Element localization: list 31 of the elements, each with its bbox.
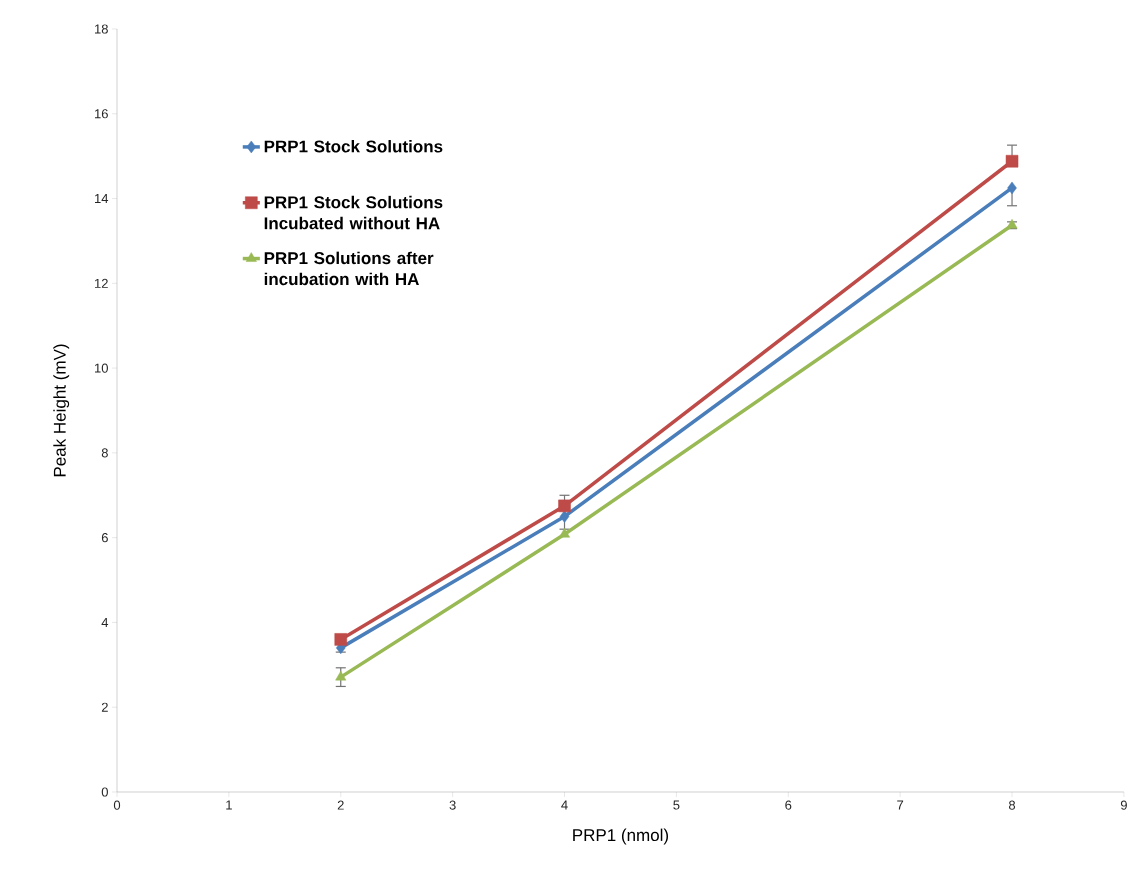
y-tick-label: 16 bbox=[95, 109, 108, 119]
y-tick-label: 10 bbox=[95, 363, 108, 373]
x-axis-title: PRP1 (nmol) bbox=[573, 828, 669, 845]
legend-label: PRP1 Stock Solutions Incubated without HA bbox=[264, 195, 443, 230]
x-tick-label: 9 bbox=[1120, 800, 1127, 810]
point bbox=[1005, 155, 1019, 168]
x-tick-label: 8 bbox=[1008, 800, 1016, 810]
y-axis-title: Peak Height (mV) bbox=[53, 344, 70, 477]
y-tick-label: 0 bbox=[101, 787, 108, 797]
x-tick-label: 3 bbox=[449, 800, 456, 810]
y-tick-label: 4 bbox=[101, 617, 109, 627]
y-tick-label: 18 bbox=[95, 24, 108, 34]
point bbox=[558, 499, 571, 513]
y-tick-label: 8 bbox=[101, 448, 108, 458]
point bbox=[334, 633, 348, 646]
y-tick-label: 12 bbox=[95, 278, 108, 288]
x-tick-label: 1 bbox=[226, 800, 232, 810]
y-tick-label: 14 bbox=[95, 194, 109, 204]
point bbox=[1007, 181, 1017, 195]
legend-label: PRP1 Stock Solutions bbox=[264, 140, 443, 153]
x-tick-label: 7 bbox=[897, 800, 904, 810]
x-tick-label: 4 bbox=[561, 800, 568, 810]
x-tick-label: 2 bbox=[337, 800, 344, 810]
y-tick-label: 2 bbox=[101, 702, 108, 712]
legend-label: PRP1 Solutions after incubation with HA bbox=[264, 251, 434, 286]
x-tick-label: 5 bbox=[673, 800, 680, 810]
point bbox=[335, 670, 347, 681]
x-tick-label: 6 bbox=[785, 800, 792, 810]
x-tick-label: 0 bbox=[113, 800, 121, 810]
y-tick-label: 6 bbox=[101, 533, 108, 543]
point bbox=[559, 528, 570, 538]
